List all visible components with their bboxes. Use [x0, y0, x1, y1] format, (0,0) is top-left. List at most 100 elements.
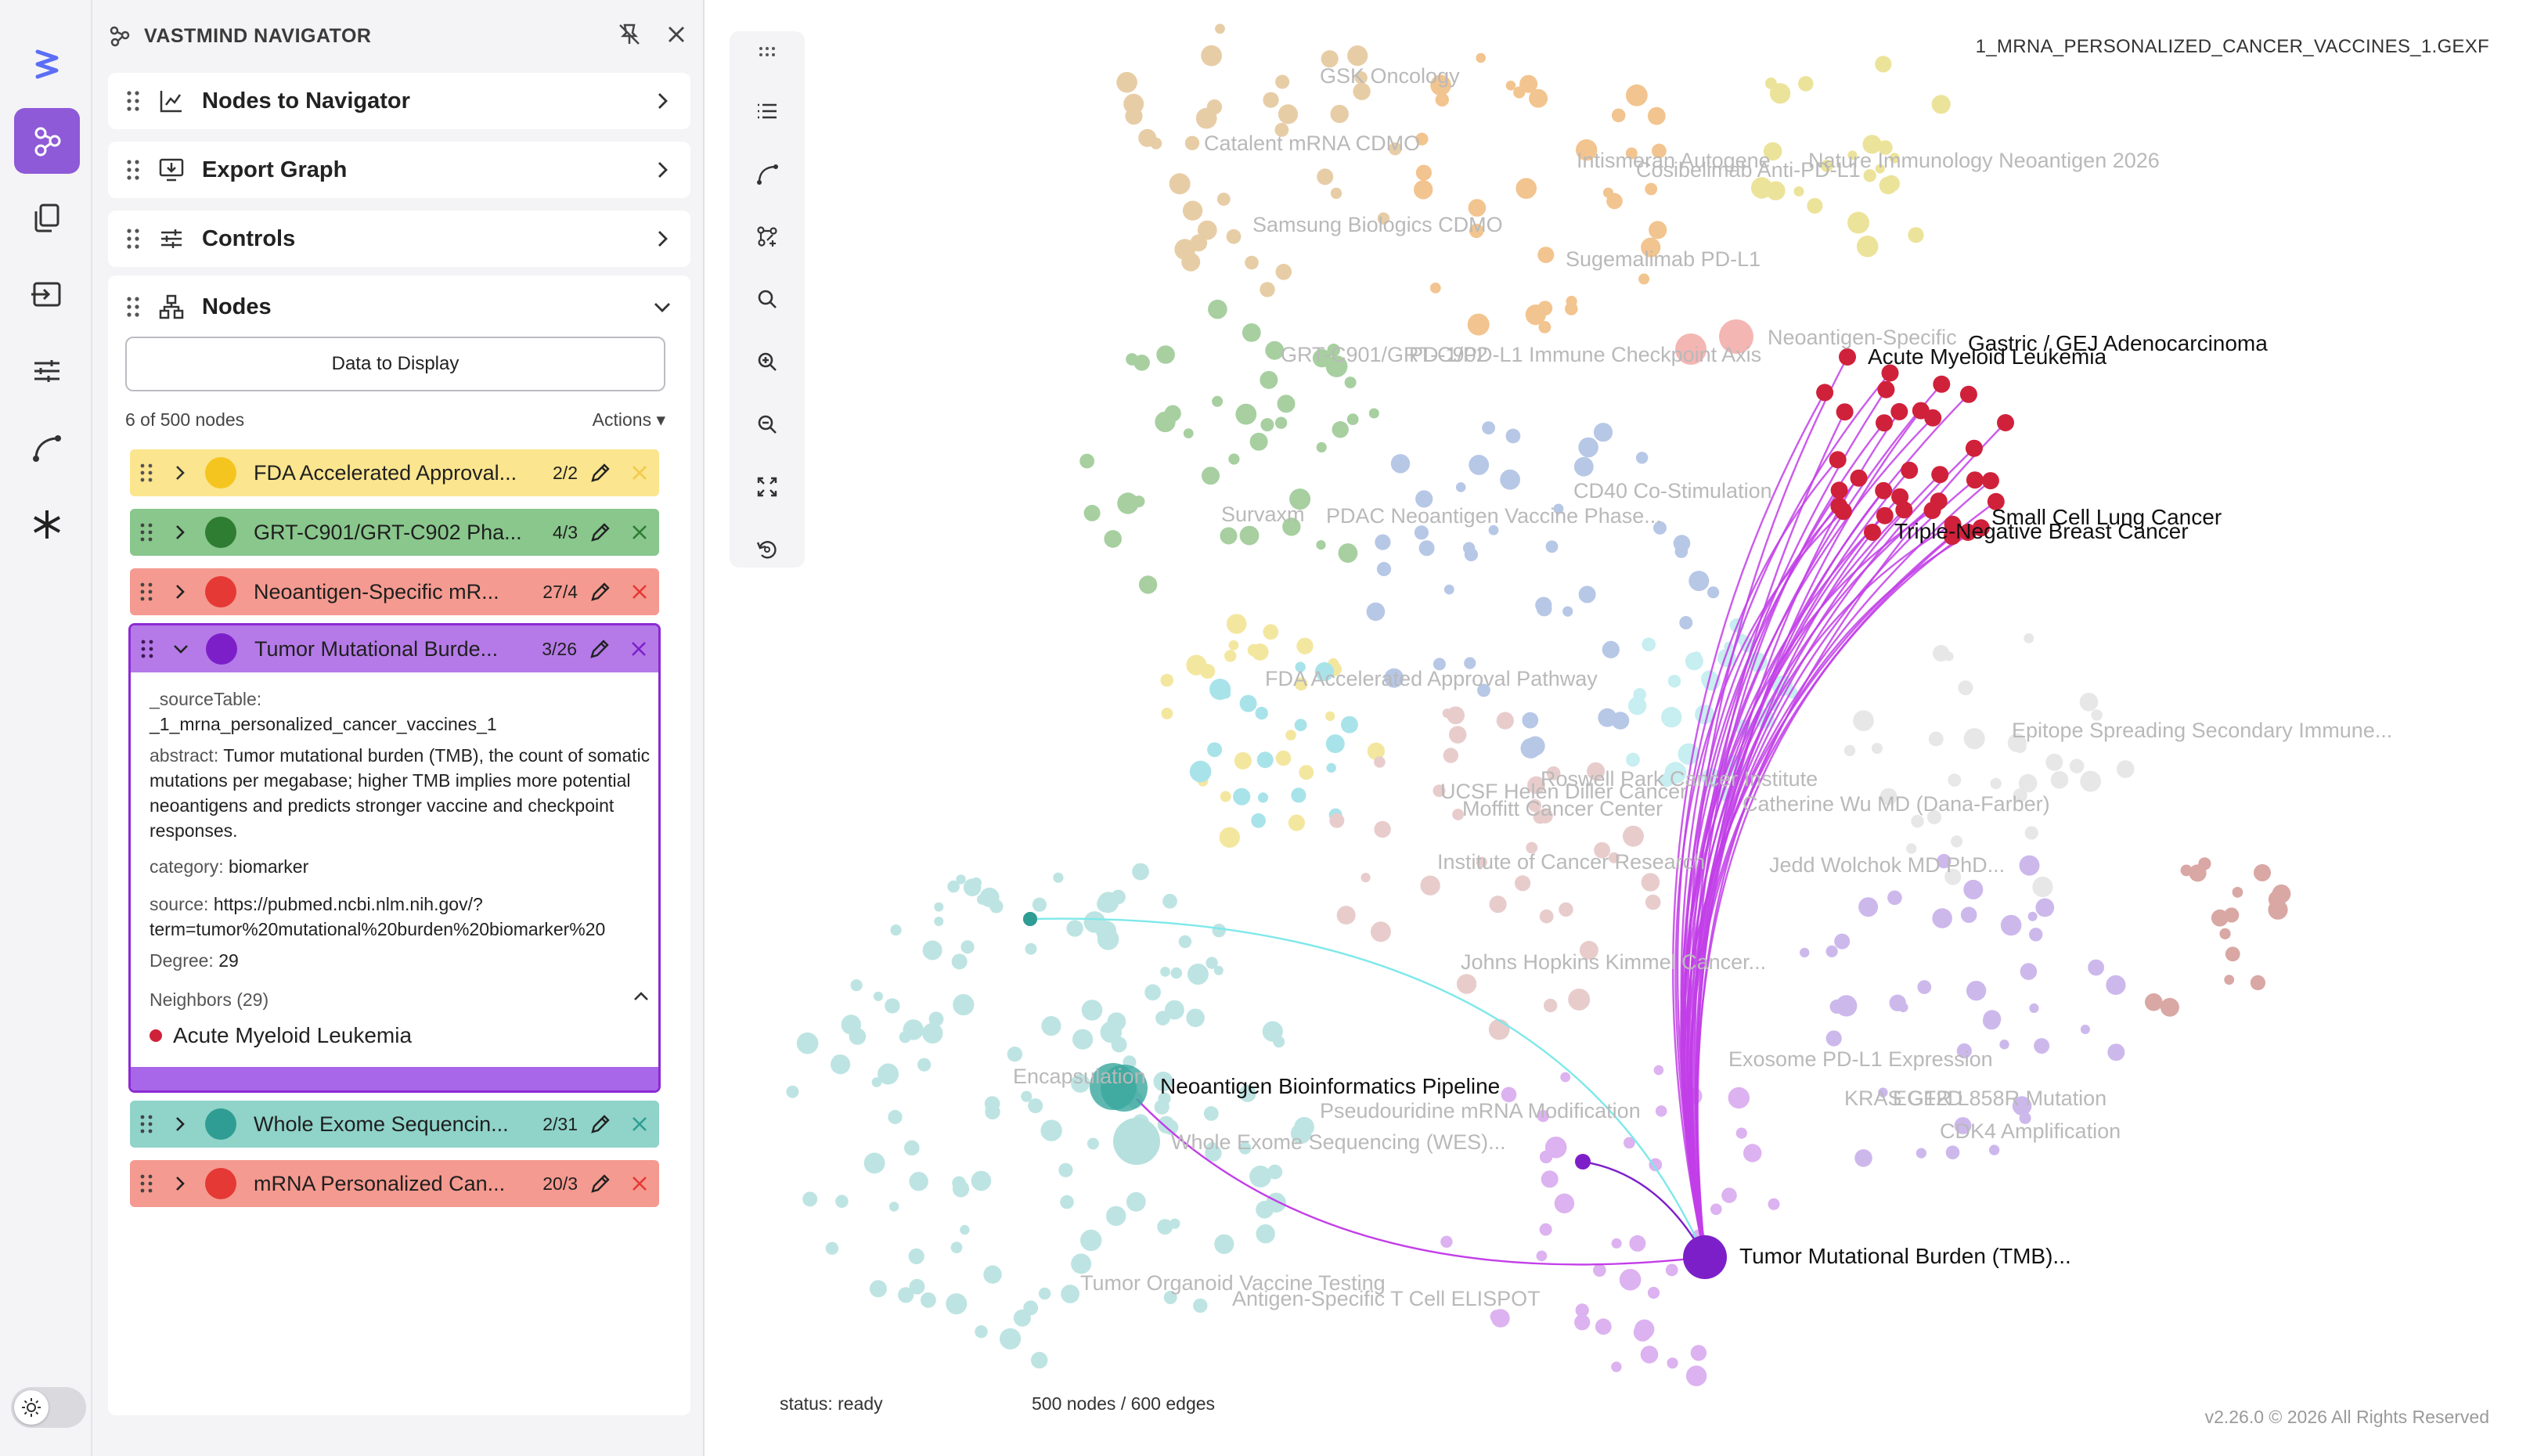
graph-node [1072, 1029, 1094, 1050]
chevron-right-icon [651, 159, 673, 181]
drag-handle-icon[interactable] [139, 1114, 153, 1134]
remove-icon[interactable] [629, 639, 649, 659]
fit-screen-icon[interactable] [751, 471, 783, 503]
node-label-aml[interactable]: Acute Myeloid Leukemia [1868, 344, 2107, 369]
drag-handle-icon[interactable] [125, 90, 141, 112]
node-label-neoantigen-pipeline[interactable]: Neoantigen Bioinformatics Pipeline [1160, 1074, 1500, 1098]
node-label-sclc[interactable]: Small Cell Lung Cancer [1991, 505, 2222, 529]
graph-navigator-icon[interactable] [14, 108, 80, 174]
chevron-right-icon[interactable] [171, 1174, 189, 1193]
list-icon[interactable] [751, 96, 783, 127]
drag-handle-icon[interactable] [125, 159, 141, 181]
search-icon[interactable] [751, 283, 783, 315]
graph-node [1414, 525, 1429, 540]
group-count: 2/2 [553, 462, 578, 483]
node-group-row[interactable]: Neoantigen-Specific mR... 27/4 [130, 568, 659, 615]
drag-handle-icon[interactable] [139, 1173, 153, 1194]
section-nodes-to-navigator[interactable]: Nodes to Navigator [108, 73, 690, 129]
neighbor-item[interactable]: Acute Myeloid Leukemia [150, 1023, 651, 1048]
curve-icon[interactable] [14, 415, 80, 481]
node-group-row[interactable]: GRT-C901/GRT-C902 Pha... 4/3 [130, 509, 659, 556]
graph-node [1638, 273, 1650, 285]
close-icon[interactable] [661, 19, 692, 50]
remove-icon[interactable] [629, 463, 650, 483]
graph-node [1429, 283, 1441, 294]
edit-icon[interactable] [589, 1172, 612, 1195]
graph-node [1212, 395, 1224, 407]
asterisk-icon[interactable] [14, 492, 80, 557]
layout-icon[interactable] [751, 221, 783, 252]
chevron-right-icon[interactable] [171, 463, 189, 482]
node-label-tnbc[interactable]: Triple-Negative Breast Cancer [1894, 519, 2189, 543]
graph-node [1501, 1087, 1517, 1103]
copy-icon[interactable] [14, 185, 80, 250]
graph-node [1200, 664, 1216, 679]
section-label: Nodes [202, 294, 272, 319]
remove-icon[interactable] [629, 1173, 650, 1194]
remove-icon[interactable] [629, 522, 650, 542]
graph-node [1212, 924, 1226, 938]
graph-node [922, 940, 942, 960]
group-label: FDA Accelerated Approval... [254, 460, 517, 485]
drag-handle-icon[interactable] [125, 296, 141, 318]
node-group-row[interactable]: FDA Accelerated Approval... 2/2 [130, 449, 659, 496]
source-link[interactable]: https://pubmed.ncbi.nlm.nih.gov/? [213, 894, 483, 914]
sliders-icon[interactable] [14, 338, 80, 404]
graph-node [1165, 1000, 1184, 1020]
edit-icon[interactable] [589, 461, 612, 485]
edit-icon[interactable] [589, 521, 612, 544]
app-logo-icon[interactable] [14, 31, 80, 97]
node-group-row[interactable]: mRNA Personalized Can... 20/3 [130, 1160, 659, 1207]
chevron-right-icon[interactable] [171, 523, 189, 542]
remove-icon[interactable] [629, 582, 650, 602]
zoom-in-icon[interactable] [751, 346, 783, 377]
graph-node [1562, 606, 1573, 617]
graph-node [922, 1022, 943, 1044]
source-link-cont[interactable]: term=tumor%20mutational%20burden%20bioma… [150, 919, 606, 939]
graph-stats: 500 nodes / 600 edges [1032, 1393, 1216, 1414]
graph-node [786, 1085, 799, 1098]
edit-icon[interactable] [588, 637, 611, 661]
node-label-tmb[interactable]: Tumor Mutational Burden (TMB)... [1739, 1244, 2071, 1268]
graph-node [1263, 624, 1279, 640]
theme-toggle[interactable] [11, 1387, 86, 1428]
graph-node [1863, 169, 1876, 182]
graph-node [1251, 813, 1266, 828]
drag-handle-icon[interactable] [139, 463, 153, 483]
unpin-icon[interactable] [614, 19, 645, 50]
node-group-row[interactable]: Tumor Mutational Burde... 3/26 [131, 625, 658, 672]
chevron-up-icon[interactable] [632, 987, 651, 1012]
chevron-right-icon[interactable] [171, 1115, 189, 1133]
drag-handle-icon[interactable] [125, 228, 141, 250]
detail-key: category: [150, 856, 224, 877]
node-label-gastric[interactable]: Gastric / GEJ Adenocarcinoma [1968, 331, 2268, 355]
zoom-out-icon[interactable] [751, 409, 783, 440]
graph-node [1539, 909, 1554, 924]
import-icon[interactable] [14, 261, 80, 327]
graph-node [1285, 730, 1296, 741]
section-export-graph[interactable]: Export Graph [108, 142, 690, 198]
drag-handle-icon[interactable] [139, 582, 153, 602]
neighbors-header[interactable]: Neighbors (29) [150, 987, 651, 1012]
graph-node [1768, 1198, 1780, 1210]
reset-icon[interactable] [751, 534, 783, 565]
graph-node [1449, 726, 1467, 744]
chevron-right-icon[interactable] [171, 582, 189, 601]
chevron-down-icon[interactable] [171, 640, 190, 658]
drag-handle-icon[interactable] [139, 522, 153, 542]
section-nodes-header[interactable]: Nodes [108, 276, 690, 338]
toolbar-grip-icon[interactable] [751, 36, 783, 67]
node-group-row[interactable]: Whole Exome Sequencin... 2/31 [130, 1101, 659, 1148]
graph-node [1321, 50, 1339, 68]
actions-menu[interactable]: Actions ▾ [592, 409, 665, 430]
data-to-display-button[interactable]: Data to Display [125, 337, 665, 391]
section-controls[interactable]: Controls [108, 211, 690, 267]
faded-node-label: Nature Immunology Neoantigen 2026 [1808, 149, 2160, 172]
drag-handle-icon[interactable] [140, 639, 154, 659]
edit-icon[interactable] [589, 580, 612, 604]
remove-icon[interactable] [629, 1114, 650, 1134]
graph-node [1645, 182, 1658, 196]
edit-icon[interactable] [589, 1112, 612, 1136]
edge-curve-icon[interactable] [751, 158, 783, 189]
